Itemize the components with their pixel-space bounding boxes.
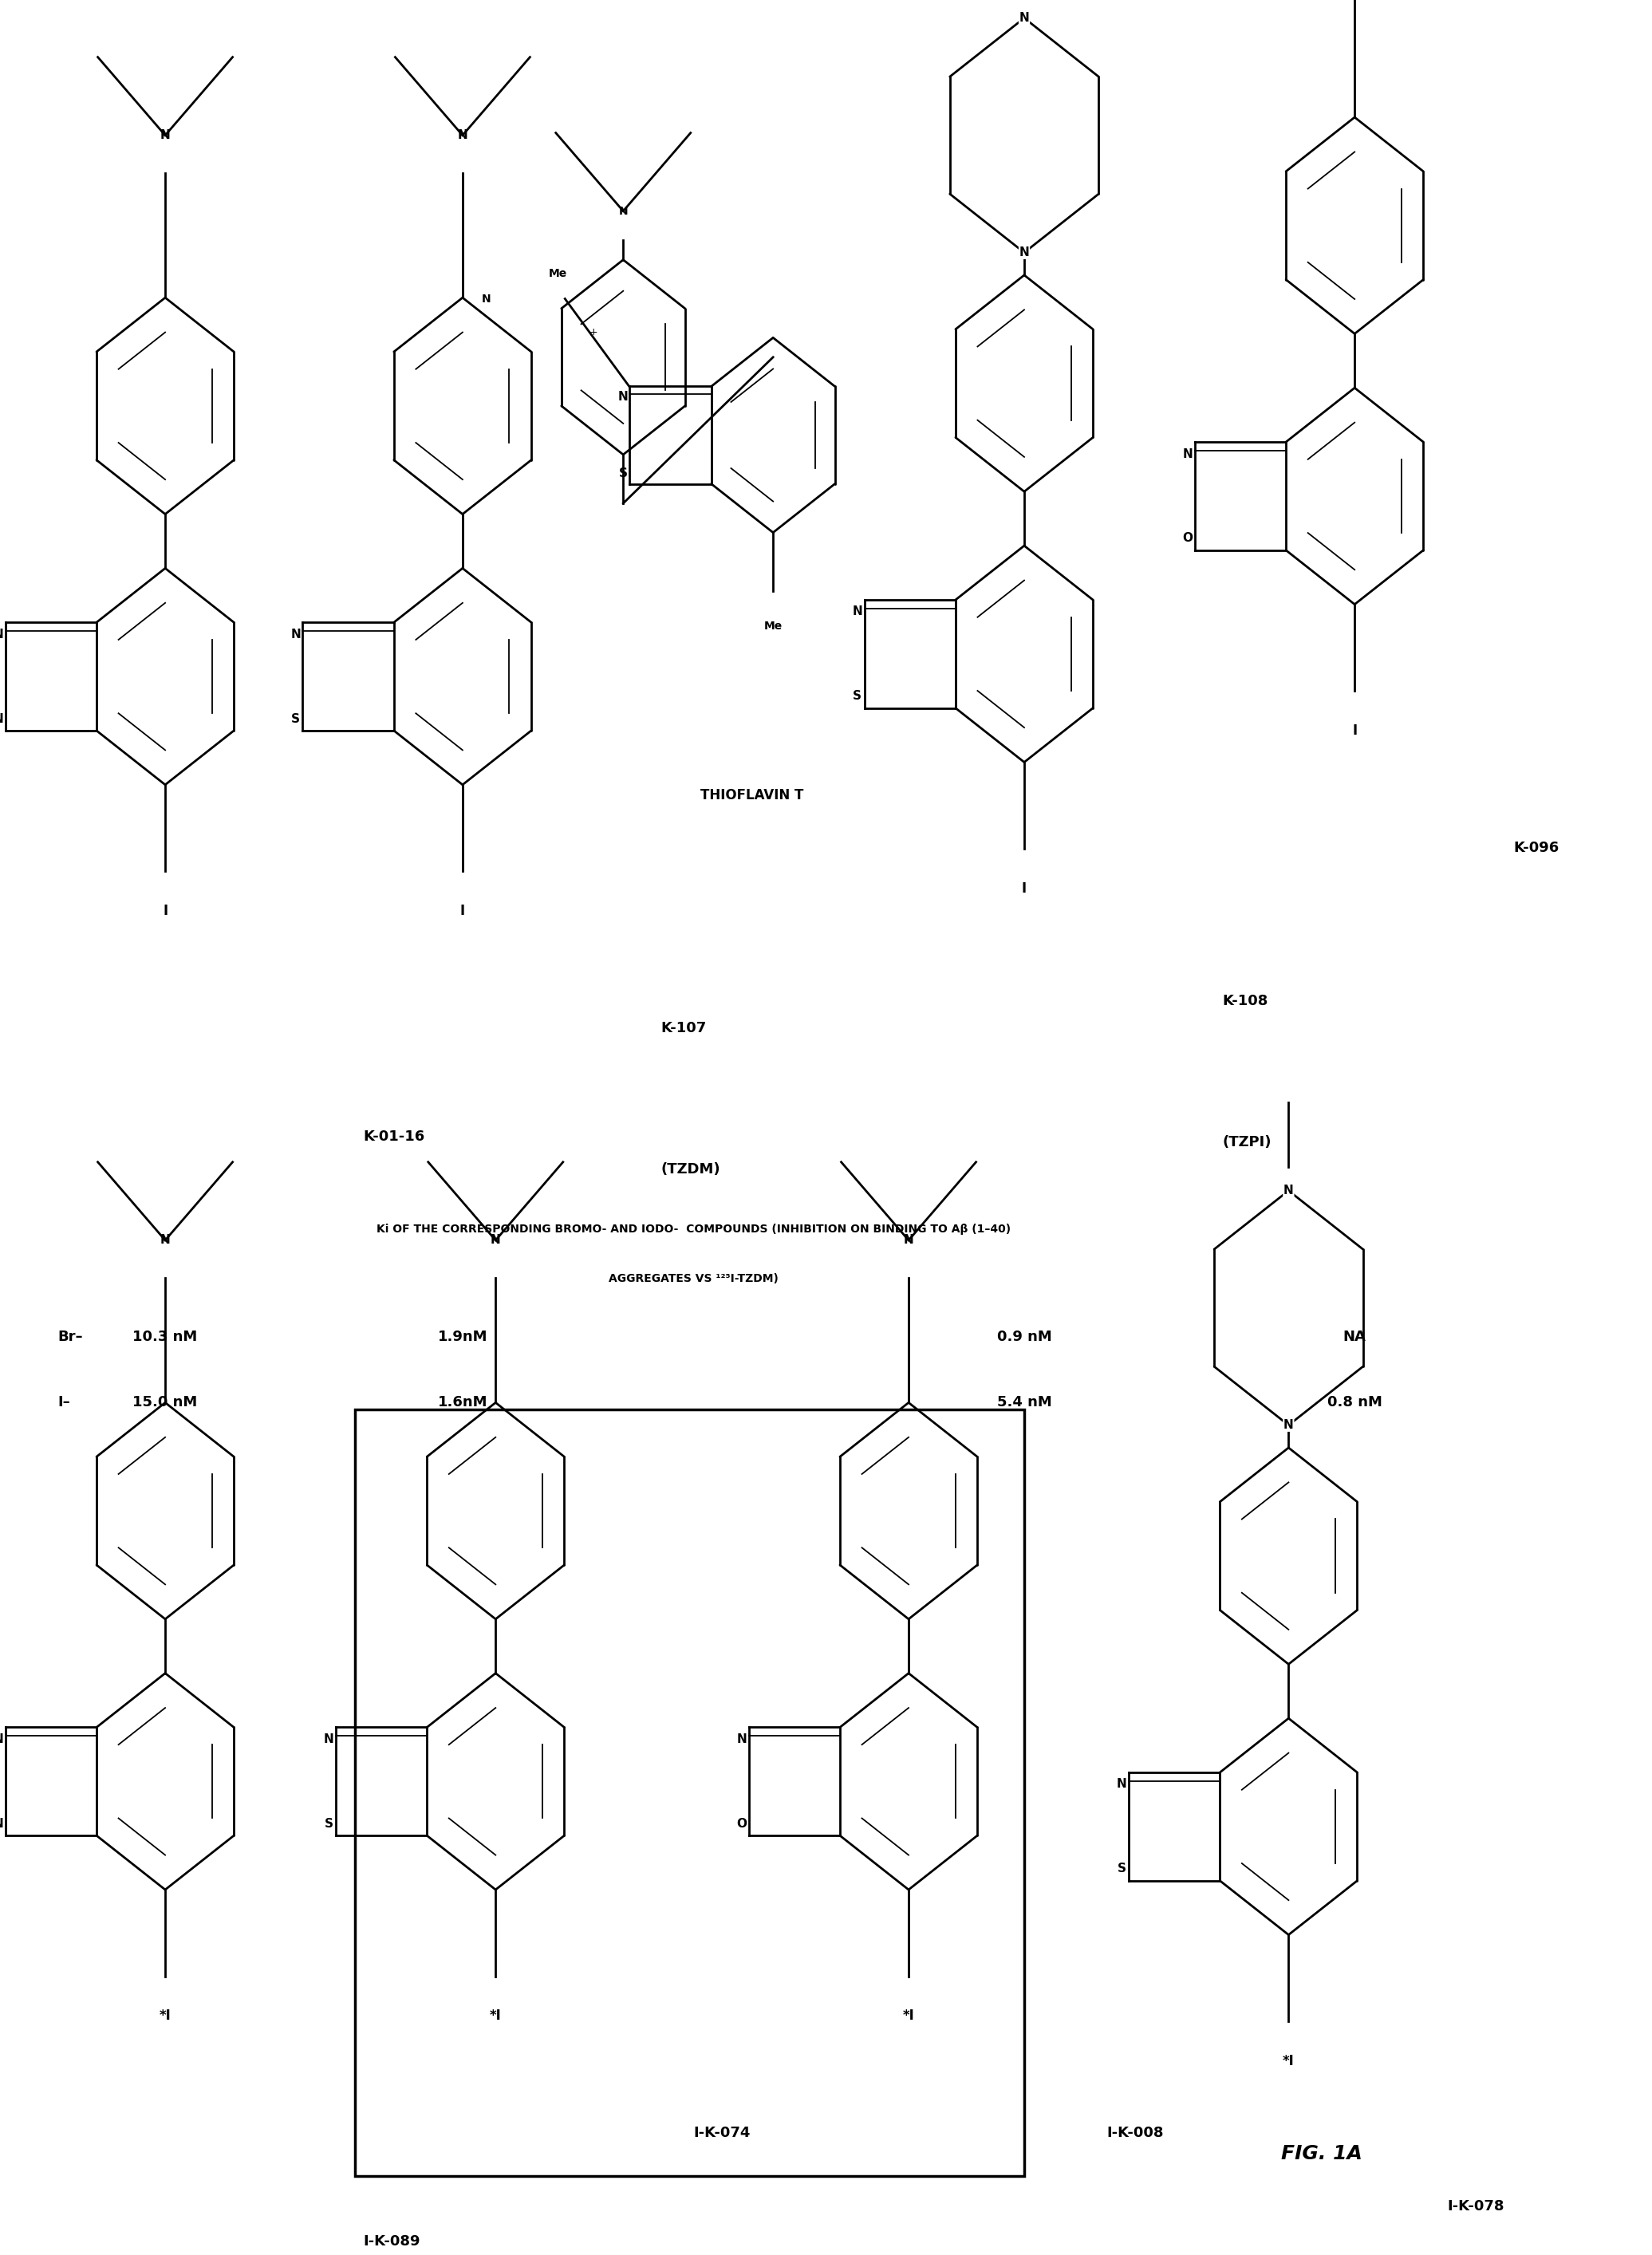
Text: FIG. 1A: FIG. 1A (1280, 2145, 1363, 2163)
Text: N: N (737, 1734, 747, 1745)
Bar (355, 1409, 1024, 2176)
Text: I: I (1353, 724, 1356, 737)
Text: I-K-089: I-K-089 (363, 2235, 421, 2248)
Text: Me: Me (763, 620, 783, 631)
Text: (TZPI): (TZPI) (1222, 1134, 1272, 1150)
Text: K-108: K-108 (1222, 994, 1269, 1008)
Text: N: N (491, 1233, 501, 1247)
Text: AGGREGATES VS ¹²⁵I-TZDM): AGGREGATES VS ¹²⁵I-TZDM) (610, 1274, 778, 1283)
Text: Ki OF THE CORRESPONDING BROMO- AND IODO-  COMPOUNDS (INHIBITION ON BINDING TO Aβ: Ki OF THE CORRESPONDING BROMO- AND IODO-… (377, 1224, 1011, 1233)
Text: N: N (852, 607, 862, 618)
Text: 1.9nM: 1.9nM (438, 1330, 487, 1344)
Text: S: S (618, 467, 628, 478)
Text: (TZDM): (TZDM) (661, 1161, 720, 1177)
Text: N: N (1284, 1184, 1294, 1197)
Text: N: N (0, 713, 3, 724)
Text: N: N (0, 1734, 3, 1745)
Text: N: N (1183, 449, 1193, 460)
Text: S: S (1117, 1863, 1127, 1874)
Text: N: N (160, 1233, 170, 1247)
Text: N: N (0, 629, 3, 640)
Text: 1.6nM: 1.6nM (438, 1396, 487, 1409)
Text: I: I (461, 904, 464, 918)
Text: I: I (1023, 882, 1026, 895)
Text: N: N (291, 629, 301, 640)
Text: S: S (852, 690, 862, 701)
Text: O: O (1183, 532, 1193, 543)
Text: I–: I– (58, 1396, 71, 1409)
Text: N: N (1284, 1418, 1294, 1432)
Text: 0.8 nM: 0.8 nM (1327, 1396, 1383, 1409)
Text: I-K-078: I-K-078 (1447, 2199, 1505, 2214)
Text: 5.4 nM: 5.4 nM (996, 1396, 1052, 1409)
Text: N: N (482, 293, 491, 304)
Text: N: N (0, 1818, 3, 1829)
Text: *I: *I (902, 2009, 915, 2023)
Text: 15.0 nM: 15.0 nM (132, 1396, 198, 1409)
Text: S: S (324, 1818, 334, 1829)
Text: I-K-074: I-K-074 (694, 2126, 750, 2140)
Text: N: N (1117, 1779, 1127, 1790)
Text: K-107: K-107 (661, 1022, 707, 1035)
Text: K-01-16: K-01-16 (363, 1130, 425, 1143)
Text: NA: NA (1343, 1330, 1366, 1344)
Text: N: N (904, 1233, 914, 1247)
Text: N: N (458, 129, 468, 142)
Text: Br–: Br– (58, 1330, 83, 1344)
Text: O: O (737, 1818, 747, 1829)
Text: N: N (618, 205, 628, 216)
Text: 10.3 nM: 10.3 nM (132, 1330, 198, 1344)
Text: K-096: K-096 (1513, 841, 1559, 855)
Text: N: N (1019, 11, 1029, 25)
Text: *I: *I (159, 2009, 172, 2023)
Text: *I: *I (489, 2009, 502, 2023)
Text: S: S (291, 713, 301, 724)
Text: N: N (160, 129, 170, 142)
Text: I-K-008: I-K-008 (1107, 2126, 1165, 2140)
Text: Me: Me (548, 268, 567, 280)
Text: N: N (618, 390, 628, 404)
Text: N: N (1019, 246, 1029, 259)
Text: N: N (324, 1734, 334, 1745)
Text: +: + (590, 327, 598, 338)
Text: 0.9 nM: 0.9 nM (996, 1330, 1052, 1344)
Text: I: I (164, 904, 167, 918)
Text: *I: *I (1282, 2054, 1295, 2068)
Text: THIOFLAVIN T: THIOFLAVIN T (700, 789, 803, 803)
